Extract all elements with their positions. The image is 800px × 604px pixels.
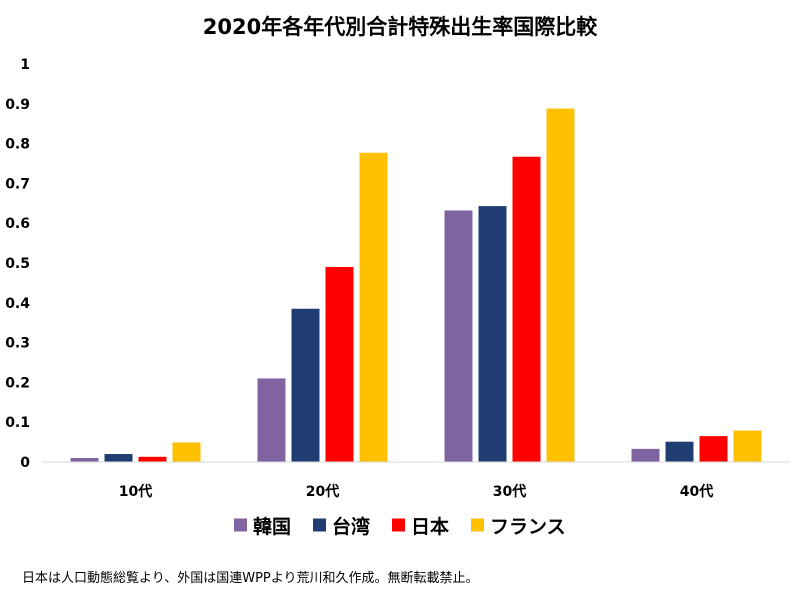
x-tick-label: 10代 [119, 483, 152, 500]
footnote: 日本は人口動態総覧より、外国は国連WPPより荒川和久作成。無断転載禁止。 [22, 570, 479, 586]
bar-台湾-30代 [478, 206, 507, 462]
legend: 韓国 台湾 日本 フランス [234, 515, 566, 538]
legend-swatch-台湾 [313, 518, 326, 532]
bar-フランス-40代 [733, 430, 762, 462]
y-tick-label: 0.7 [5, 176, 30, 192]
y-tick-label: 0.3 [5, 336, 30, 352]
bar-韓国-20代 [257, 378, 286, 462]
legend-swatch-韓国 [234, 518, 247, 532]
bar-日本-20代 [325, 266, 354, 462]
x-tick-label: 20代 [306, 483, 339, 500]
legend-swatch-日本 [392, 518, 405, 532]
bar-フランス-10代 [172, 442, 201, 462]
legend-label: 台湾 [332, 515, 370, 538]
y-tick-label: 0.8 [5, 137, 30, 153]
y-tick-label: 0 [20, 455, 30, 471]
legend-label: フランス [490, 516, 566, 538]
bar-台湾-40代 [665, 441, 694, 462]
y-tick-label: 0.4 [5, 296, 30, 312]
bars [70, 108, 762, 463]
bar-日本-10代 [138, 456, 167, 462]
bar-フランス-20代 [359, 152, 388, 462]
x-tick-label: 30代 [493, 483, 526, 500]
y-tick-label: 0.1 [5, 415, 30, 431]
y-tick-label: 0.5 [5, 256, 30, 272]
bar-フランス-30代 [546, 108, 575, 463]
legend-label: 韓国 [253, 515, 291, 538]
bar-台湾-20代 [291, 308, 320, 462]
bar-台湾-10代 [104, 454, 133, 462]
bar-韓国-10代 [70, 458, 99, 462]
bar-日本-30代 [512, 156, 541, 462]
y-tick-label: 0.6 [5, 216, 30, 232]
y-axis: 0 0.1 0.2 0.3 0.4 0.5 0.6 0.7 0.8 0.9 1 [5, 57, 30, 471]
bar-日本-40代 [699, 436, 728, 462]
bar-韓国-30代 [444, 210, 473, 462]
x-tick-label: 40代 [680, 483, 713, 500]
legend-label: 日本 [411, 515, 449, 538]
x-axis: 10代 20代 30代 40代 [42, 461, 790, 500]
y-tick-label: 1 [20, 57, 30, 73]
y-tick-label: 0.9 [5, 97, 30, 113]
y-tick-label: 0.2 [5, 375, 30, 391]
chart-title: 2020年各年代別合計特殊出生率国際比較 [203, 15, 598, 39]
legend-swatch-フランス [471, 518, 484, 532]
bar-韓国-40代 [631, 448, 660, 462]
